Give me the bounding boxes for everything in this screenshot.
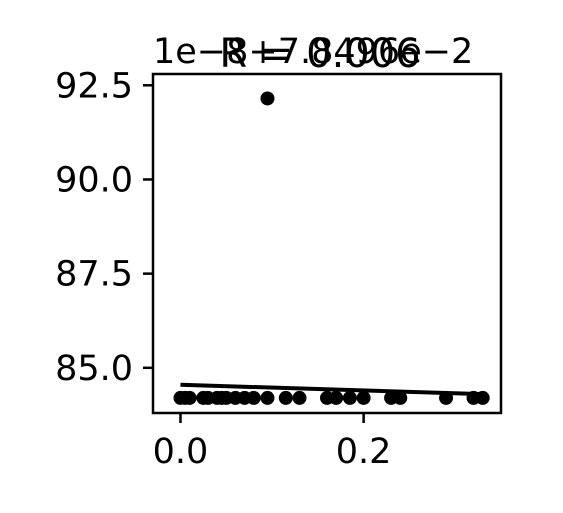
chart-title: R = 0.006	[219, 31, 420, 77]
y-tick-label: 85.0	[55, 349, 133, 389]
data-point	[356, 390, 371, 405]
x-tick-label: 0.0	[153, 432, 209, 472]
x-axis-ticks: 0.0 0.2	[153, 413, 392, 472]
y-axis-ticks: 85.0 87.5 90.0 92.5	[55, 66, 153, 389]
fit-line	[180, 382, 483, 397]
y-tick-label: 87.5	[55, 255, 133, 295]
data-point	[475, 390, 490, 405]
x-offset-label: 1e−8+7.8496e−2	[153, 32, 473, 72]
data-point	[246, 390, 261, 405]
y-tick-label: 90.0	[55, 160, 133, 200]
points-layer	[173, 91, 490, 405]
data-point	[278, 390, 293, 405]
x-tick-label: 0.2	[336, 432, 392, 472]
data-point	[292, 390, 307, 405]
fit-line-layer	[180, 382, 483, 397]
y-tick-label: 92.5	[55, 66, 133, 106]
axes-frame	[151, 72, 503, 415]
data-point	[342, 390, 357, 405]
data-point	[260, 91, 275, 106]
data-point	[260, 390, 275, 405]
data-point	[393, 390, 408, 405]
plot-background	[153, 74, 501, 413]
data-point	[439, 390, 454, 405]
data-point	[182, 390, 197, 405]
data-point	[329, 390, 344, 405]
